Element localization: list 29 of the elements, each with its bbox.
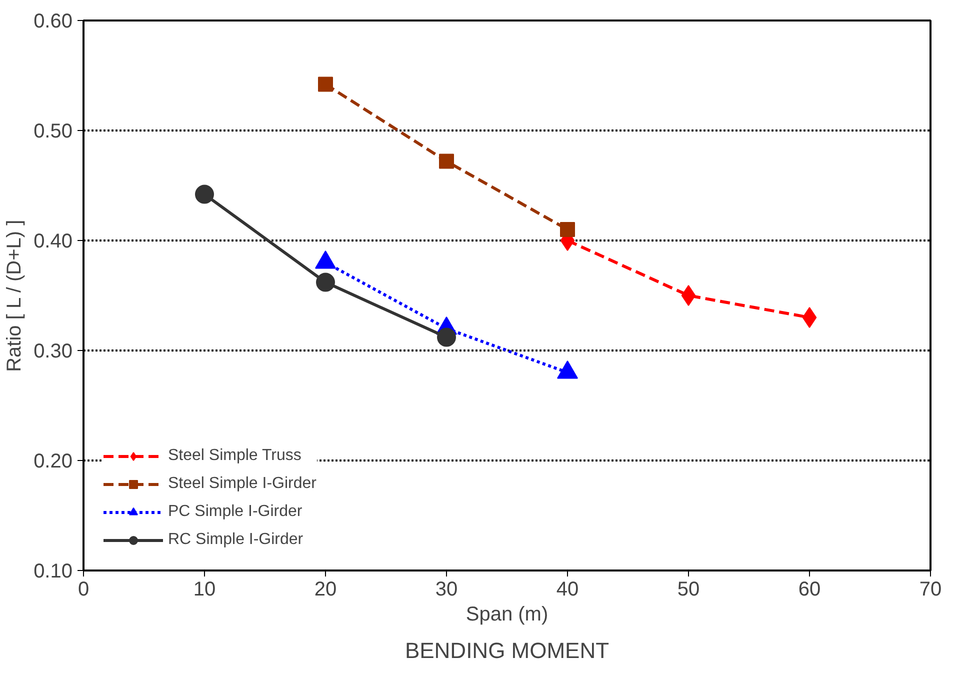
legend-label: Steel Simple I-Girder bbox=[168, 475, 316, 493]
legend-label: PC Simple I-Girder bbox=[168, 503, 302, 521]
y-tick-label: 0.40 bbox=[34, 230, 73, 252]
point bbox=[560, 222, 575, 237]
x-tick-label: 70 bbox=[919, 578, 942, 600]
x-tick-label: 0 bbox=[78, 578, 90, 600]
point bbox=[195, 184, 214, 204]
y-axis-title: Ratio [ L / (D+L) ] bbox=[4, 220, 26, 372]
text: BENDING MOMENT bbox=[404, 638, 610, 663]
legend-label: RC Simple I-Girder bbox=[168, 531, 304, 549]
x-tick-label: 50 bbox=[677, 578, 700, 600]
x-tick-label: 20 bbox=[314, 578, 337, 600]
y-tick-label: 0.50 bbox=[34, 120, 73, 142]
y-tick-label: 0.10 bbox=[34, 560, 73, 582]
x-tick-label: 60 bbox=[798, 578, 821, 600]
point bbox=[439, 154, 454, 169]
y-tick-label: 0.20 bbox=[34, 450, 73, 472]
x-axis-title: Span (m) bbox=[466, 604, 548, 626]
legend-label: Steel Simple Truss bbox=[168, 447, 302, 465]
y-tick-label: 0.60 bbox=[34, 10, 73, 32]
x-tick-label: 40 bbox=[556, 578, 579, 600]
point bbox=[318, 76, 333, 92]
point bbox=[437, 328, 456, 347]
point bbox=[802, 307, 817, 328]
x-tick-label: 30 bbox=[435, 578, 458, 600]
point bbox=[681, 285, 696, 306]
y-tick-label: 0.30 bbox=[34, 340, 73, 362]
x-tick-label: 10 bbox=[193, 578, 216, 600]
point bbox=[316, 272, 335, 292]
